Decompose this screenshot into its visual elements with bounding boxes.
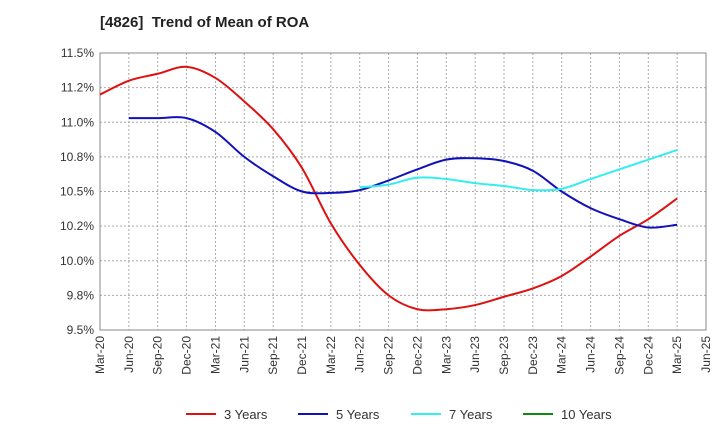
y-tick-label: 10.8% (60, 150, 94, 164)
legend-label-7-years: 7 Years (449, 407, 493, 422)
legend-label-3-years: 3 Years (224, 407, 268, 422)
y-tick-label: 9.8% (67, 288, 95, 302)
x-tick-label: Mar-21 (208, 336, 222, 374)
y-axis-ticks: 9.5% 9.8% 10.0% 10.2% 10.5% 10.8% 11.0% 11.2% 11… (60, 46, 94, 337)
x-tick-label: Jun-25 (699, 336, 713, 373)
x-tick-label: Sep-22 (382, 336, 396, 375)
x-tick-label: Mar-22 (324, 336, 338, 374)
y-tick-label: 10.0% (60, 254, 94, 268)
x-tick-label: Mar-20 (93, 336, 107, 374)
x-tick-label: Jun-20 (122, 336, 136, 373)
x-tick-label: Dec-20 (180, 336, 194, 375)
x-tick-label: Sep-21 (266, 336, 280, 375)
x-tick-label: Sep-24 (612, 336, 626, 375)
series-line-7-years (359, 149, 678, 192)
x-tick-label: Dec-23 (526, 336, 540, 375)
grid-lines (99, 52, 707, 331)
x-tick-label: Jun-23 (468, 336, 482, 373)
x-tick-label: Dec-24 (641, 336, 655, 375)
chart-title: [4826] Trend of Mean of ROA (100, 14, 310, 31)
y-tick-label: 10.2% (60, 219, 94, 233)
x-tick-label: Dec-22 (410, 336, 424, 375)
y-tick-label: 11.2% (61, 81, 94, 95)
legend-label-10-years: 10 Years (561, 407, 612, 422)
y-tick-label: 10.5% (60, 185, 94, 199)
y-tick-label: 11.5% (61, 46, 94, 60)
x-tick-label: Jun-22 (353, 336, 367, 373)
y-tick-label: 9.5% (67, 323, 95, 337)
series-lines (99, 65, 678, 312)
legend-label-5-years: 5 Years (336, 407, 380, 422)
x-tick-label: Mar-24 (555, 336, 569, 374)
x-tick-label: Dec-21 (295, 336, 309, 375)
legend: 3 Years 5 Years 7 Years 10 Years (186, 407, 612, 422)
x-tick-label: Sep-20 (151, 336, 165, 375)
x-tick-label: Jun-21 (237, 336, 251, 373)
x-tick-label: Mar-25 (670, 336, 684, 374)
x-tick-label: Sep-23 (497, 336, 511, 375)
series-line-3-years (99, 65, 678, 312)
y-tick-label: 11.0% (61, 115, 94, 129)
plot-area-border (99, 52, 707, 331)
x-tick-label: Mar-23 (439, 336, 453, 374)
x-tick-label: Jun-24 (584, 336, 598, 373)
x-axis-ticks: Mar-20 Jun-20 Sep-20 Dec-20 Mar-21 Jun-21 Sep-… (93, 336, 713, 375)
series-line-5-years (128, 116, 678, 229)
